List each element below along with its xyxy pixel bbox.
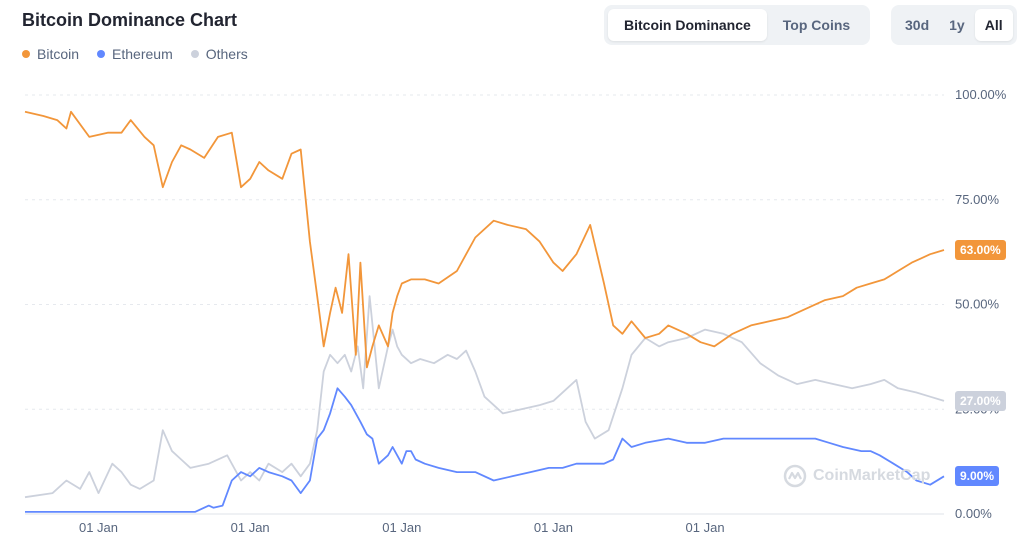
range-all[interactable]: All: [974, 9, 1013, 41]
watermark-text: CoinMarketCap: [813, 467, 931, 484]
range-1y[interactable]: 1y: [949, 17, 965, 33]
x-tick-label: 01 Jan: [686, 520, 725, 535]
others-current-badge: 27.00%: [955, 390, 1006, 411]
legend-label-ethereum: Ethereum: [112, 46, 173, 62]
x-tick-label: 01 Jan: [534, 520, 573, 535]
y-tick-label: 100.00%: [955, 87, 1007, 102]
x-tick-label: 01 Jan: [79, 520, 118, 535]
y-tick-label: 75.00%: [955, 192, 1000, 207]
legend-item-bitcoin[interactable]: Bitcoin: [22, 46, 79, 62]
coinmarketcap-watermark: CoinMarketCap: [783, 464, 930, 488]
bitcoin-dot-icon: [22, 50, 30, 58]
legend-item-ethereum[interactable]: Ethereum: [97, 46, 173, 62]
view-tabs: Bitcoin Dominance Top Coins: [604, 5, 871, 45]
y-tick-label: 0.00%: [955, 506, 992, 521]
chart-legend: Bitcoin Ethereum Others: [22, 46, 248, 62]
legend-item-others[interactable]: Others: [190, 46, 248, 62]
coinmarketcap-logo-icon: [783, 464, 807, 488]
bitcoin-current-badge: 63.00%: [955, 240, 1006, 261]
ethereum-dot-icon: [97, 50, 106, 58]
legend-label-bitcoin: Bitcoin: [37, 46, 80, 62]
tab-top-coins[interactable]: Top Coins: [782, 17, 851, 33]
others-dot-icon: [190, 50, 199, 58]
series-line-bitcoin: [24, 110, 945, 369]
tab-bitcoin-dominance[interactable]: Bitcoin Dominance: [608, 9, 767, 41]
chart-title: Bitcoin Dominance Chart: [22, 10, 238, 30]
ethereum-current-badge: 9.00%: [955, 466, 1000, 487]
legend-label-others: Others: [205, 46, 248, 62]
y-tick-label: 50.00%: [955, 297, 1000, 312]
series-line-ethereum: [25, 387, 945, 513]
range-selector: 30d 1y All: [891, 5, 1017, 45]
x-tick-label: 01 Jan: [231, 520, 270, 535]
range-30d[interactable]: 30d: [905, 17, 930, 33]
x-tick-label: 01 Jan: [382, 520, 421, 535]
